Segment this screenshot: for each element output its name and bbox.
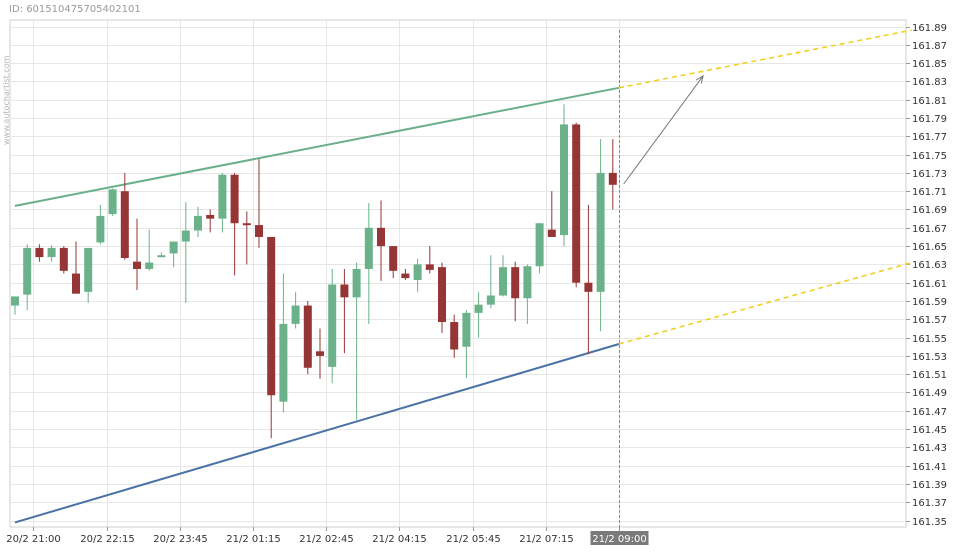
y-tick-label: 161.87 xyxy=(912,41,947,52)
candle-body xyxy=(194,215,202,231)
candle-body xyxy=(157,255,166,258)
candle-body xyxy=(425,264,434,270)
y-tick-label: 161.45 xyxy=(912,425,947,436)
candle-body xyxy=(364,227,373,269)
candle-body xyxy=(279,323,288,402)
candle-body xyxy=(547,229,556,237)
candle-body xyxy=(206,214,215,219)
candle-body xyxy=(462,312,471,347)
candle-body xyxy=(23,247,32,295)
candle-body xyxy=(47,247,56,258)
y-tick-label: 161.39 xyxy=(912,480,947,491)
y-tick-label: 161.41 xyxy=(912,462,947,473)
x-tick-label: 21/2 01:15 xyxy=(226,534,280,545)
candle-body xyxy=(230,174,239,224)
x-tick-label: 21/2 02:45 xyxy=(299,534,353,545)
candle-body xyxy=(96,215,105,243)
y-tick-label: 161.37 xyxy=(912,498,947,509)
candle-body xyxy=(11,296,19,306)
candle-body xyxy=(340,284,349,298)
candle-body xyxy=(499,267,507,296)
y-tick-label: 161.67 xyxy=(912,224,947,235)
x-tick-label: 20/2 21:00 xyxy=(6,534,60,545)
candle-body xyxy=(291,305,300,324)
x-tick-label-current: 21/2 09:00 xyxy=(592,534,646,545)
candle-body xyxy=(328,284,337,367)
lower-projection-line xyxy=(618,261,912,345)
candle-body xyxy=(35,247,44,258)
candle-body xyxy=(377,227,385,247)
y-tick-label: 161.77 xyxy=(912,132,947,143)
candle-body xyxy=(572,124,581,283)
y-tick-label: 161.75 xyxy=(912,151,947,162)
watermark-text: www.autochartist.com xyxy=(2,55,11,145)
x-tick-label: 21/2 05:45 xyxy=(446,534,500,545)
candle-body xyxy=(389,246,398,271)
candle-body xyxy=(401,273,410,279)
candle-body xyxy=(108,189,117,215)
y-tick-label: 161.63 xyxy=(912,260,947,271)
y-tick-label: 161.53 xyxy=(912,352,947,363)
y-tick-label: 161.57 xyxy=(912,315,947,326)
candle-body xyxy=(120,191,129,258)
forecast-arrow-line xyxy=(623,75,704,185)
candle-body xyxy=(267,236,276,396)
upper-trendline xyxy=(14,86,620,207)
y-tick-label: 161.51 xyxy=(912,370,947,381)
y-tick-label: 161.35 xyxy=(912,517,947,528)
y-tick-label: 161.73 xyxy=(912,169,947,180)
y-tick-label: 161.55 xyxy=(912,334,947,345)
x-tick-label: 20/2 23:45 xyxy=(153,534,207,545)
y-tick-label: 161.71 xyxy=(912,187,947,198)
candle-body xyxy=(59,247,68,271)
lower-trendline xyxy=(14,343,620,524)
candle-body xyxy=(181,230,190,242)
candle-body xyxy=(596,172,605,292)
x-tick-label: 20/2 22:15 xyxy=(80,534,134,545)
x-tick-label: 21/2 07:15 xyxy=(519,534,573,545)
candle-body xyxy=(145,262,154,269)
candle-body xyxy=(438,267,446,323)
chart-id-label: ID: 601510475705402101 xyxy=(9,4,141,15)
candle-body xyxy=(535,223,544,267)
current-time-box xyxy=(590,531,649,545)
y-tick-label: 161.61 xyxy=(912,279,947,290)
candle-body xyxy=(511,267,520,299)
candle-body xyxy=(316,351,324,356)
forecast-arrow-head xyxy=(695,74,704,84)
candle-body xyxy=(608,172,617,185)
candle-body xyxy=(523,266,532,299)
candle-body xyxy=(72,273,80,294)
y-tick-label: 161.85 xyxy=(912,59,947,70)
candle-body xyxy=(303,305,312,368)
candle-body xyxy=(84,247,93,292)
candle-body xyxy=(255,225,263,237)
candle-body xyxy=(474,304,483,313)
candle-body xyxy=(450,322,459,350)
x-tick-label: 21/2 04:15 xyxy=(372,534,426,545)
candle-body xyxy=(218,174,227,219)
candle-body xyxy=(133,261,141,269)
candle-body xyxy=(242,223,251,226)
candle-body xyxy=(584,282,593,292)
y-tick-label: 161.65 xyxy=(912,242,947,253)
y-tick-label: 161.69 xyxy=(912,205,947,216)
candle-body xyxy=(560,124,568,236)
candle-body xyxy=(352,268,361,298)
y-tick-label: 161.89 xyxy=(912,23,947,34)
plot-area xyxy=(9,19,907,528)
y-tick-label: 161.83 xyxy=(912,77,947,88)
y-tick-label: 161.59 xyxy=(912,297,947,308)
y-tick-label: 161.81 xyxy=(912,96,947,107)
upper-projection-line xyxy=(618,29,912,89)
candle-body xyxy=(169,241,178,254)
y-tick-label: 161.43 xyxy=(912,443,947,454)
candle-body xyxy=(486,295,495,305)
y-tick-label: 161.49 xyxy=(912,388,947,399)
y-tick-label: 161.47 xyxy=(912,407,947,418)
y-tick-label: 161.79 xyxy=(912,114,947,125)
candle-body xyxy=(413,264,422,280)
